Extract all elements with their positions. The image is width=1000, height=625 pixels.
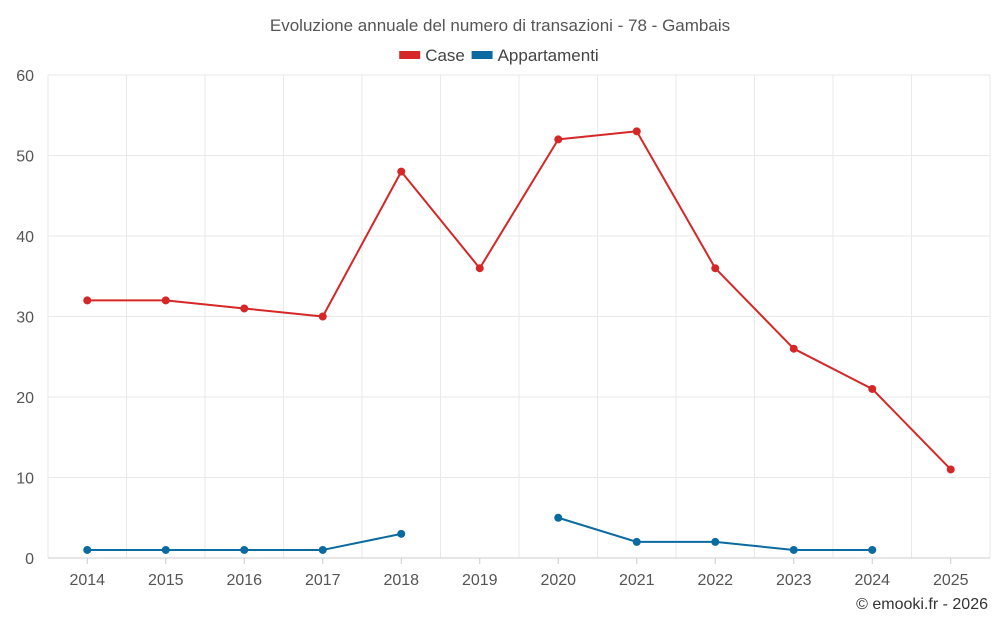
data-point[interactable]	[83, 296, 92, 305]
grid	[47, 74, 991, 558]
legend-label: Appartamenti	[498, 46, 599, 65]
series-layer	[83, 127, 955, 554]
series-appartamenti	[83, 513, 877, 554]
legend-swatch	[399, 51, 421, 59]
y-tick-label: 0	[25, 551, 34, 568]
series-line	[87, 130, 952, 471]
y-tick-label: 10	[16, 471, 34, 488]
legend-item[interactable]: Case	[399, 46, 465, 65]
data-point[interactable]	[554, 513, 563, 522]
chart-title: Evoluzione annuale del numero di transaz…	[270, 16, 730, 35]
x-tick-label: 2015	[148, 572, 184, 589]
data-point[interactable]	[789, 545, 798, 554]
data-point[interactable]	[397, 529, 406, 538]
legend-label: Case	[425, 46, 465, 65]
x-tick-label: 2019	[462, 572, 498, 589]
data-point[interactable]	[83, 545, 92, 554]
legend-swatch	[471, 51, 493, 59]
data-point[interactable]	[868, 384, 877, 393]
x-tick-label: 2024	[854, 572, 890, 589]
data-point[interactable]	[789, 344, 798, 353]
data-point[interactable]	[161, 545, 170, 554]
data-point[interactable]	[554, 135, 563, 144]
data-point[interactable]	[632, 537, 641, 546]
x-tick-label: 2023	[776, 572, 812, 589]
data-point[interactable]	[161, 296, 170, 305]
x-axis: 2014 2015 2016 2017 2018 2019 2020 2021 2022 2023…	[48, 557, 990, 589]
x-tick-label: 2014	[69, 572, 105, 589]
y-tick-label: 40	[16, 229, 34, 246]
data-point[interactable]	[240, 304, 249, 313]
y-axis: 0 10 20 30 40 50 60	[16, 68, 34, 568]
x-tick-label: 2017	[305, 572, 341, 589]
data-point[interactable]	[868, 545, 877, 554]
legend-item[interactable]: Appartamenti	[471, 46, 599, 65]
data-point[interactable]	[240, 545, 249, 554]
data-point[interactable]	[318, 545, 327, 554]
x-tick-label: 2020	[540, 572, 576, 589]
data-point[interactable]	[711, 537, 720, 546]
y-tick-label: 30	[16, 310, 34, 327]
y-tick-label: 60	[16, 68, 34, 85]
x-tick-label: 2022	[697, 572, 733, 589]
x-tick-label: 2018	[383, 572, 419, 589]
series-case	[83, 127, 955, 474]
data-point[interactable]	[946, 465, 955, 474]
credit-text: © emooki.fr - 2026	[856, 596, 988, 613]
y-tick-label: 50	[16, 149, 34, 166]
x-tick-label: 2025	[933, 572, 969, 589]
x-tick-label: 2021	[619, 572, 655, 589]
y-tick-label: 20	[16, 390, 34, 407]
x-tick-label: 2016	[226, 572, 262, 589]
data-point[interactable]	[632, 127, 641, 136]
data-point[interactable]	[711, 264, 720, 273]
legend: Case Appartamenti	[399, 46, 599, 65]
data-point[interactable]	[397, 167, 406, 176]
data-point[interactable]	[318, 312, 327, 321]
data-point[interactable]	[475, 264, 484, 273]
